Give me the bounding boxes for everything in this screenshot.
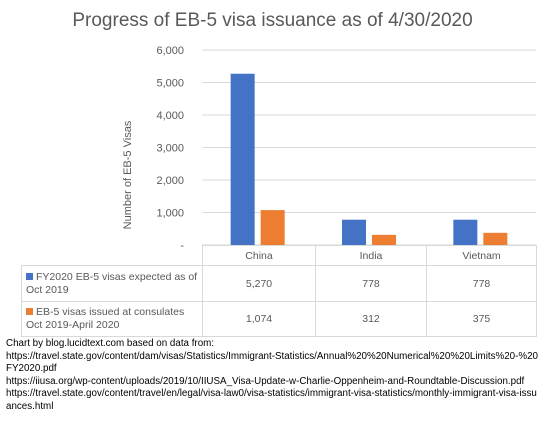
data-label: 312 bbox=[315, 301, 427, 337]
legend-swatch-expected bbox=[26, 272, 33, 280]
bar-india-issued bbox=[372, 234, 396, 245]
y-tick-label: 2,000 bbox=[156, 175, 184, 187]
data-label: 778 bbox=[426, 265, 537, 302]
legend-label-expected: FY2020 EB-5 visas expected as of Oct 201… bbox=[26, 270, 198, 296]
legend-label-issued: EB-5 visas issued at consulates Oct 2019… bbox=[26, 306, 185, 331]
legend-entry-issued: EB-5 visas issued at consulates Oct 2019… bbox=[21, 301, 203, 337]
chart-title: Progress of EB-5 visa issuance as of 4/3… bbox=[72, 10, 473, 31]
y-tick-label: 4,000 bbox=[156, 110, 184, 122]
data-table: China India Vietnam FY2020 EB-5 visas ex… bbox=[21, 245, 537, 337]
category-label-india: India bbox=[315, 245, 427, 266]
y-tick-label: 5,000 bbox=[156, 78, 184, 90]
y-tick-label: 1,000 bbox=[156, 208, 184, 220]
y-tick-label: 6,000 bbox=[156, 45, 184, 57]
legend-entry-expected: FY2020 EB-5 visas expected as of Oct 201… bbox=[21, 265, 203, 302]
bar-china-expected bbox=[230, 73, 255, 245]
data-label: 375 bbox=[426, 301, 537, 337]
data-label: 778 bbox=[315, 265, 427, 302]
category-label-vietnam: Vietnam bbox=[426, 245, 537, 266]
bar-india-expected bbox=[342, 219, 366, 245]
source-note: Chart by blog.lucidtext.com based on dat… bbox=[6, 338, 541, 414]
table-corner bbox=[22, 246, 203, 266]
source-heading: Chart by blog.lucidtext.com based on dat… bbox=[6, 338, 215, 349]
source-link: https://travel.state.gov/content/travel/… bbox=[6, 388, 537, 412]
y-tick-labels: - 1,000 2,000 3,000 4,000 5,000 6,000 bbox=[156, 45, 184, 252]
data-label: 5,270 bbox=[202, 265, 316, 302]
bar-vietnam-expected bbox=[453, 219, 478, 245]
legend-swatch-issued bbox=[26, 308, 33, 315]
y-tick-label: 3,000 bbox=[156, 143, 184, 155]
bar-china-issued bbox=[260, 210, 285, 245]
bars bbox=[230, 73, 508, 245]
bar-vietnam-issued bbox=[483, 232, 508, 245]
data-label: 1,074 bbox=[202, 301, 316, 337]
y-tick-label: - bbox=[180, 240, 184, 252]
category-label-china: China bbox=[202, 245, 316, 266]
source-link: https://travel.state.gov/content/dam/vis… bbox=[6, 350, 538, 375]
source-link: https://iiusa.org/wp-content/uploads/201… bbox=[6, 375, 525, 387]
